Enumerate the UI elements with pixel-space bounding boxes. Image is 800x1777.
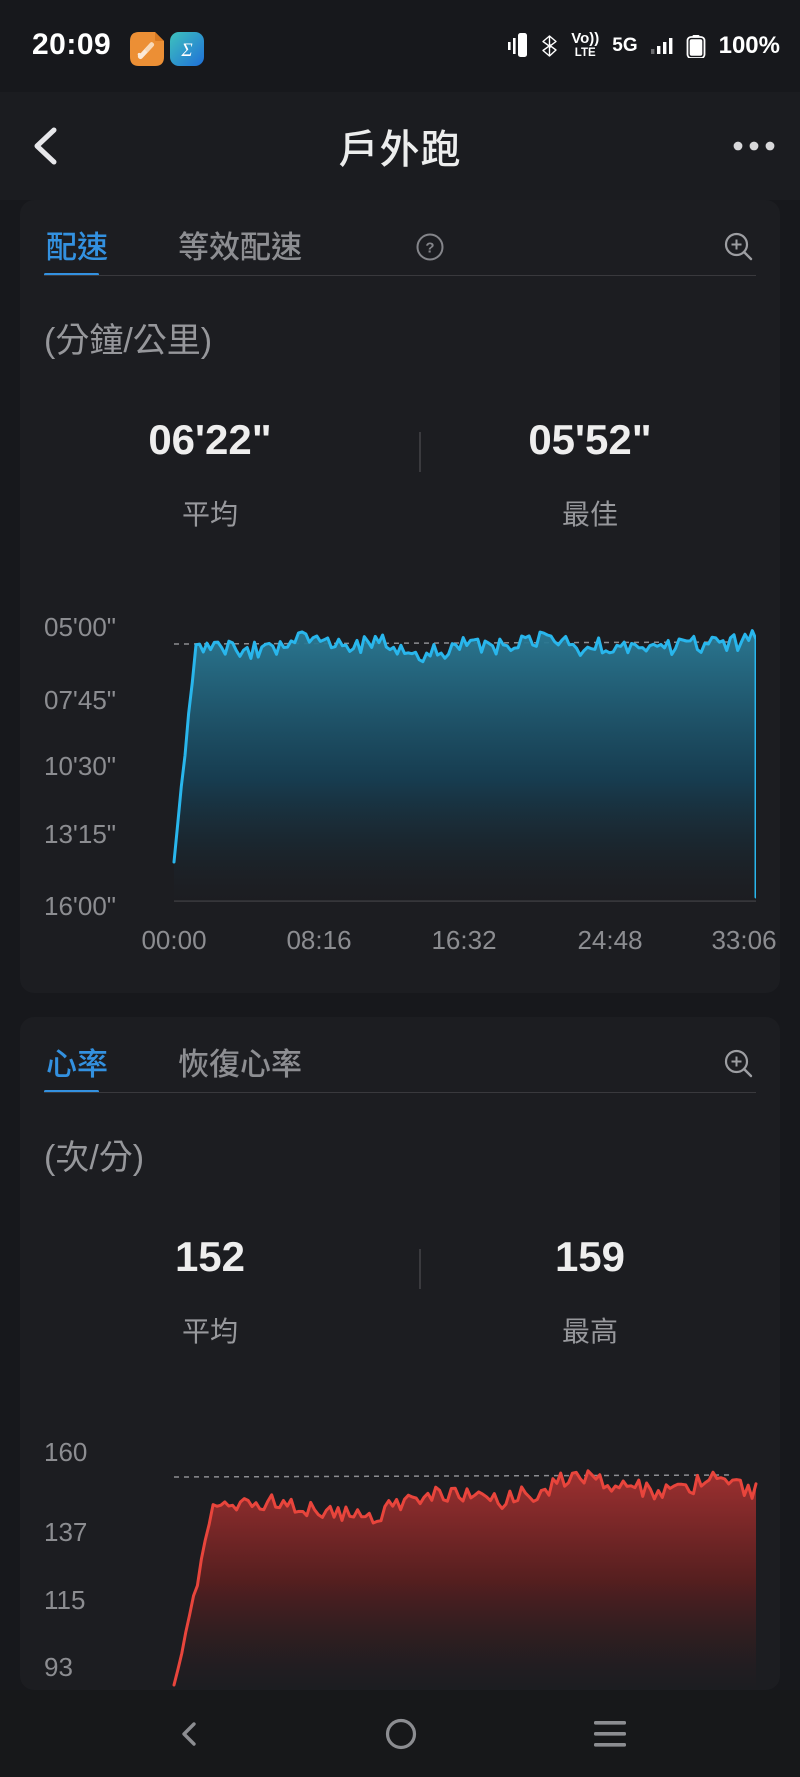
svg-text:Σ: Σ (180, 40, 192, 61)
svg-text:?: ? (425, 240, 434, 257)
